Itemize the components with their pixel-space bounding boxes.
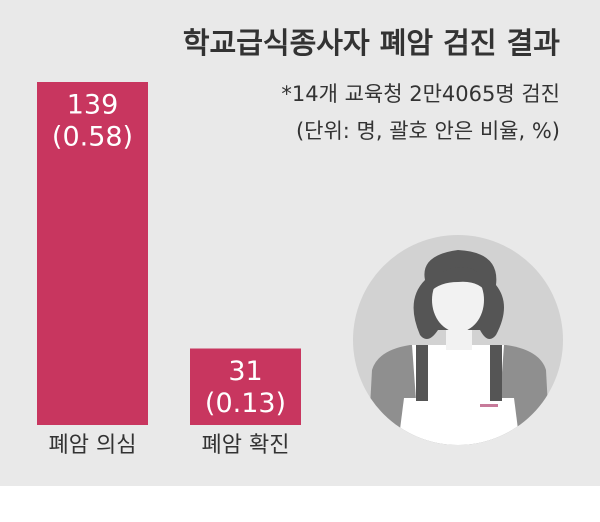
- bar: [190, 348, 301, 425]
- value-label: 139: [67, 90, 119, 121]
- rate-label: (0.13): [205, 388, 286, 419]
- value-label: 31: [228, 356, 262, 387]
- rate-label: (0.58): [52, 122, 133, 153]
- x-tick-label: 폐암 의심: [49, 433, 137, 458]
- x-tick-label: 폐암 확진: [202, 433, 290, 458]
- illustration: [353, 235, 563, 445]
- unit-note: (단위: 명, 괄호 안은 비율, %): [296, 119, 560, 143]
- bar: [37, 82, 148, 425]
- subtitle: *14개 교육청 2만4065명 검진: [281, 82, 560, 106]
- chart-title: 학교급식종사자 폐암 검진 결과: [183, 26, 560, 60]
